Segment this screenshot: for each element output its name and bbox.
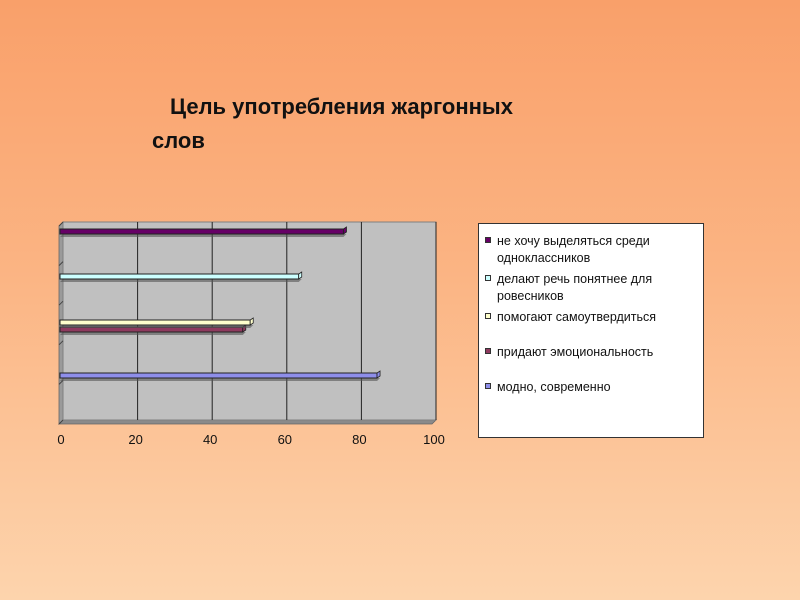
legend-item-4: придают эмоциональность xyxy=(485,344,697,361)
legend-swatch-2 xyxy=(485,275,491,281)
slide-title: Цель употребления жаргонных слов xyxy=(152,90,612,158)
x-tick-label: 60 xyxy=(278,432,292,447)
legend-item-3: помогают самоутвердиться xyxy=(485,309,697,326)
y-tick-mark xyxy=(58,300,64,306)
x-tick-label: 100 xyxy=(423,432,445,447)
bar-end xyxy=(298,271,303,280)
y-tick-mark xyxy=(58,419,64,425)
title-line-1: Цель употребления жаргонных xyxy=(170,94,513,119)
bar-end xyxy=(249,317,254,326)
y-tick-mark xyxy=(58,221,64,227)
bar xyxy=(59,372,378,379)
legend-label-3: помогают самоутвердиться xyxy=(497,310,657,324)
legend-label-1: не хочу выделяться среди одноклассников xyxy=(497,234,650,265)
bar-end xyxy=(343,226,347,235)
x-tick-label: 0 xyxy=(57,432,64,447)
bar-depth xyxy=(60,332,246,335)
legend-item-5: модно, современно xyxy=(485,379,697,396)
legend-swatch-1 xyxy=(485,237,491,243)
chart-legend: не хочу выделяться среди одноклассников … xyxy=(478,223,704,438)
bar xyxy=(59,319,251,326)
legend-item-2: делают речь понятнее для ровесников xyxy=(485,271,697,305)
bar-depth xyxy=(60,325,254,328)
y-tick-mark xyxy=(58,380,64,385)
legend-swatch-5 xyxy=(485,383,491,389)
bar xyxy=(59,228,344,235)
title-line-2: слов xyxy=(152,128,205,153)
y-tick-mark xyxy=(58,340,64,346)
y-tick-mark xyxy=(58,261,64,266)
bar xyxy=(59,273,300,280)
legend-item-1: не хочу выделяться среди одноклассников xyxy=(485,233,697,267)
x-tick-label: 80 xyxy=(352,432,366,447)
legend-label-4: придают эмоциональность xyxy=(497,345,654,359)
legend-label-5: модно, современно xyxy=(497,380,611,394)
legend-swatch-3 xyxy=(485,313,491,319)
x-tick-label: 40 xyxy=(203,432,217,447)
bar-depth xyxy=(60,234,347,237)
plot-floor xyxy=(58,419,437,425)
legend-swatch-4 xyxy=(485,348,491,354)
bar-depth xyxy=(60,279,302,282)
bar-depth xyxy=(60,378,381,381)
bar-end xyxy=(376,370,381,379)
legend-label-2: делают речь понятнее для ровесников xyxy=(497,272,653,303)
x-tick-label: 20 xyxy=(128,432,142,447)
